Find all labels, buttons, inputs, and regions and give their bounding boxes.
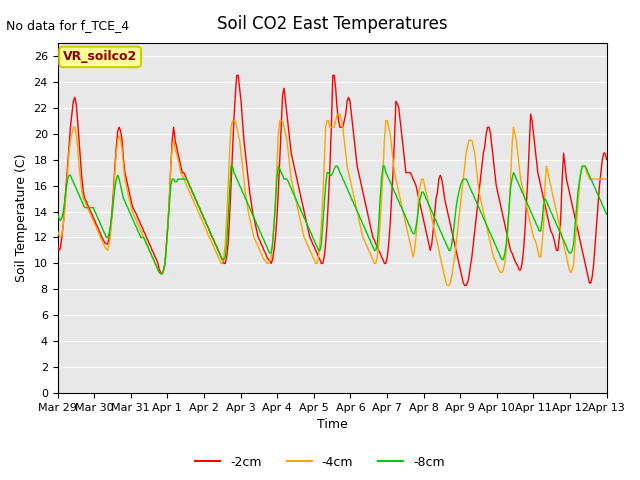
Y-axis label: Soil Temperature (C): Soil Temperature (C)	[15, 154, 28, 282]
Title: Soil CO2 East Temperatures: Soil CO2 East Temperatures	[217, 15, 447, 33]
Text: VR_soilco2: VR_soilco2	[63, 50, 137, 63]
X-axis label: Time: Time	[317, 419, 348, 432]
Text: No data for f_TCE_4: No data for f_TCE_4	[6, 19, 129, 32]
Legend: -2cm, -4cm, -8cm: -2cm, -4cm, -8cm	[190, 451, 450, 474]
